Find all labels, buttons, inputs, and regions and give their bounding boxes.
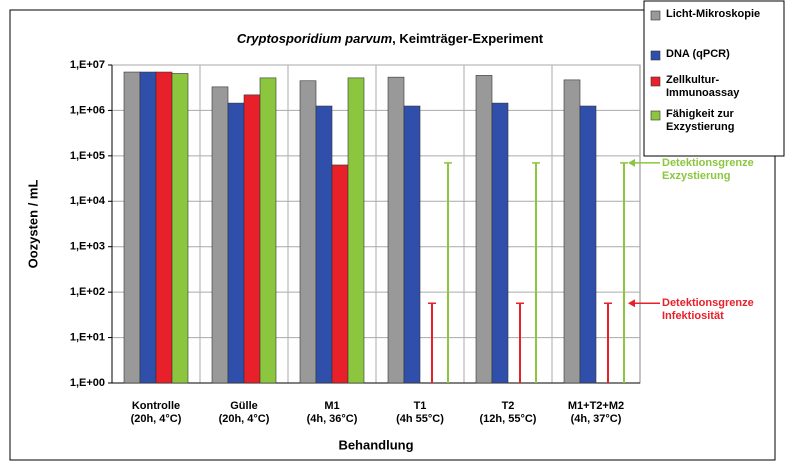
x-tick-label: T1 (4h 55°C) <box>396 400 444 425</box>
bar <box>123 71 141 384</box>
bar <box>347 77 365 384</box>
bar <box>259 77 277 384</box>
bar <box>475 75 493 384</box>
bar <box>315 105 333 384</box>
title-italic: Cryptosporidium parvum <box>237 31 393 46</box>
y-tick-label: 1,E+04 <box>70 195 106 207</box>
bar <box>491 102 509 384</box>
legend-label: Zellkultur-Immunoassay <box>666 74 740 99</box>
y-tick-label: 1,E+07 <box>70 59 105 71</box>
legend-label: Fähigkeit zur Exzystierung <box>666 108 735 133</box>
bar <box>579 105 597 384</box>
y-tick-label: 1,E+05 <box>70 150 105 162</box>
legend-label: DNA (qPCR) <box>666 48 730 60</box>
x-tick-label: Gülle (20h, 4°C) <box>218 400 270 425</box>
legend-swatch <box>650 10 661 21</box>
bar <box>331 164 349 384</box>
bar <box>563 79 581 384</box>
x-tick-label: Kontrolle (20h, 4°C) <box>130 400 182 425</box>
bar <box>211 86 229 384</box>
legend-swatch <box>650 110 661 121</box>
bar <box>139 71 157 384</box>
y-tick-label: 1,E+06 <box>70 104 105 116</box>
x-axis-title: Behandlung <box>338 437 413 452</box>
annotation: Detektionsgrenze Exzystierung <box>662 156 754 182</box>
y-tick-label: 1,E+03 <box>70 241 105 253</box>
x-tick-label: M1+T2+M2 (4h, 37°C) <box>567 400 625 425</box>
y-tick-label: 1,E+01 <box>70 331 105 343</box>
y-tick-label: 1,E+00 <box>70 377 105 389</box>
bar <box>171 73 189 384</box>
legend-swatch <box>650 76 661 87</box>
chart-title: Cryptosporidium parvum, Keimträger-Exper… <box>237 31 544 46</box>
legend-swatch <box>650 50 661 61</box>
y-axis-title: Oozysten / mL <box>25 180 40 269</box>
title-rest: , Keimträger-Experiment <box>392 31 544 46</box>
annotation-arrowhead <box>628 299 635 308</box>
bar <box>299 80 317 384</box>
bar <box>155 71 173 384</box>
x-tick-label: M1 (4h, 36°C) <box>306 400 358 425</box>
annotation: Detektionsgrenze Infektiosität <box>662 297 754 323</box>
annotation-arrowhead <box>628 158 635 167</box>
x-tick-label: T2 (12h, 55°C) <box>479 400 537 425</box>
legend-label: Licht-Mikroskopie <box>666 8 761 20</box>
bar <box>403 105 421 384</box>
y-tick-label: 1,E+02 <box>70 286 105 298</box>
bar <box>243 94 261 384</box>
bar <box>227 102 245 384</box>
bar <box>387 76 405 384</box>
legend-box <box>643 0 785 157</box>
